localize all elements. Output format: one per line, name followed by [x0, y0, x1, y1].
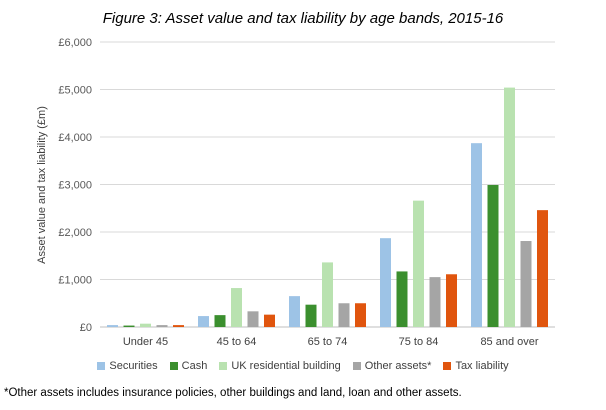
bar: [198, 316, 209, 327]
legend-swatch: [219, 362, 228, 370]
bar: [487, 184, 499, 327]
legend-item: Other assets*: [352, 360, 432, 372]
y-tick-label: £2,000: [58, 227, 92, 239]
bar: [537, 210, 548, 327]
bar: [247, 311, 259, 327]
bar: [429, 277, 441, 328]
x-tick-labels: Under 45 45 to 64 65 to 74 75 to 84 85 and o…: [123, 336, 539, 348]
legend-label: Cash: [181, 360, 208, 372]
legend-swatch: [169, 362, 178, 370]
legend-swatch: [97, 362, 106, 370]
chart-title: Figure 3: Asset value and tax liability …: [102, 10, 504, 27]
x-tick-label: 85 and over: [480, 336, 538, 348]
bar: [446, 274, 457, 327]
bars: [107, 87, 548, 328]
bar: [520, 241, 532, 327]
y-tick-label: £0: [80, 322, 92, 334]
chart-legend: Securities Cash UK residential building Oth…: [0, 360, 606, 372]
bar: [355, 303, 366, 327]
bar: [322, 262, 333, 327]
legend-label: Other assets*: [364, 360, 432, 372]
footnote: *Other assets includes insurance policie…: [4, 387, 462, 399]
legend-label: UK residential building: [231, 360, 341, 372]
legend-label: Tax liability: [455, 360, 509, 372]
bar: [380, 238, 391, 327]
legend-swatch: [443, 362, 452, 370]
y-tick-label: £4,000: [58, 132, 92, 144]
bar: [413, 200, 424, 327]
y-tick-label: £1,000: [58, 275, 92, 287]
y-tick-label: £6,000: [58, 37, 92, 49]
y-axis-title: Asset value and tax liability (£m): [36, 106, 48, 264]
bar: [173, 325, 184, 327]
legend-item: Tax liability: [443, 360, 509, 372]
bar: [305, 304, 317, 327]
x-tick-label: 45 to 64: [217, 336, 257, 348]
legend-item: Cash: [169, 360, 208, 372]
bar: [231, 288, 242, 327]
legend-label: Securities: [109, 360, 158, 372]
x-tick-label: 75 to 84: [399, 336, 439, 348]
y-tick-label: £3,000: [58, 180, 92, 192]
legend-item: Securities: [97, 360, 158, 372]
bar: [264, 314, 275, 327]
bar: [338, 303, 350, 327]
bar: [504, 87, 515, 327]
bar: [123, 325, 135, 327]
legend-swatch: [352, 362, 361, 370]
bar: [396, 271, 408, 327]
bar: [471, 143, 482, 327]
y-tick-labels: £0 £1,000 £2,000 £3,000 £4,000 £5,000 £6,000: [58, 37, 92, 334]
bar: [214, 315, 226, 328]
y-tick-label: £5,000: [58, 85, 92, 97]
x-tick-label: 65 to 74: [308, 336, 348, 348]
x-tick-label: Under 45: [123, 336, 168, 348]
bar: [156, 325, 168, 327]
bar: [289, 296, 300, 328]
legend-item: UK residential building: [219, 360, 341, 372]
bar: [140, 323, 151, 327]
bar: [107, 325, 118, 327]
